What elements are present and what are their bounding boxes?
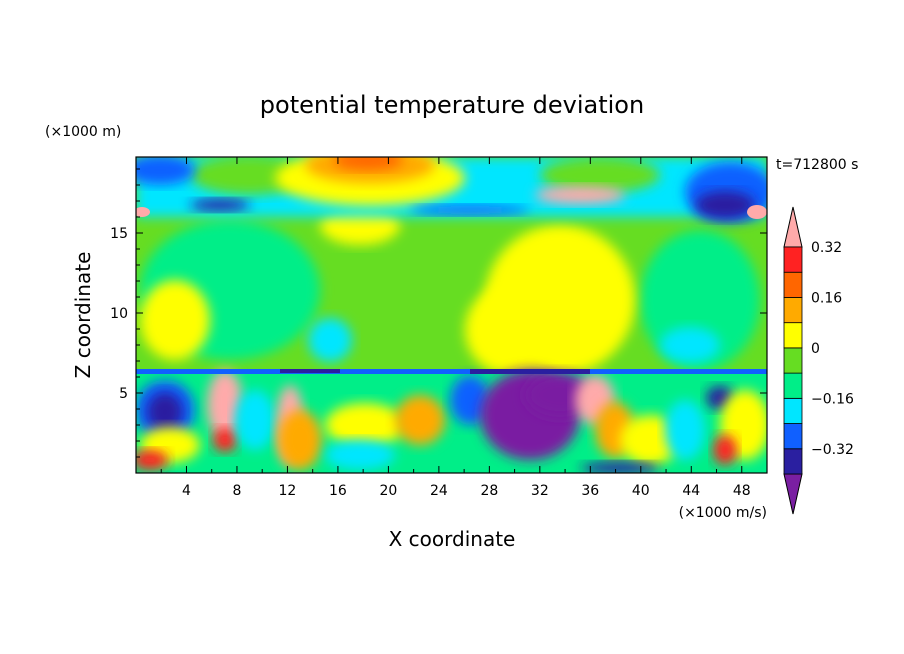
colorbar-segment <box>783 322 803 349</box>
inversion-line <box>136 369 767 374</box>
lower-cyan-far-right <box>665 400 705 460</box>
colorbar-tick-label: −0.32 <box>811 442 854 458</box>
colorbar-segment <box>783 372 803 399</box>
y-tick-label: 10 <box>110 306 128 322</box>
cyan-patch-a <box>308 318 352 362</box>
red-plume-left <box>213 428 237 452</box>
colorbar-segment <box>783 397 803 424</box>
x-tick-label: 32 <box>531 483 549 499</box>
x-unit-label: (×1000 m/s) <box>679 505 767 521</box>
x-axis-label: X coordinate <box>389 527 516 551</box>
time-label: t=712800 s <box>776 157 858 173</box>
lower-cyan-mid <box>325 440 395 470</box>
x-tick-label: 20 <box>379 483 397 499</box>
colorbar-segment <box>783 271 803 298</box>
x-tick-label: 12 <box>279 483 297 499</box>
x-tick-label: 36 <box>581 483 599 499</box>
colorbar-segment <box>783 448 803 475</box>
lower-navy-bottom <box>580 462 660 473</box>
mid-yellow-region-2 <box>465 285 555 375</box>
inversion-line-navy-2 <box>470 369 590 374</box>
x-tick-label: 4 <box>182 483 191 499</box>
x-axis-ticks: 4 8 12 16 20 24 28 32 36 40 44 48 <box>160 157 751 499</box>
colorbar-tick-label: 0 <box>811 341 820 357</box>
colorbar-min-arrow <box>783 473 803 515</box>
pink-left-edge <box>136 207 150 217</box>
upper-layer-fields <box>136 157 767 375</box>
x-tick-label: 16 <box>329 483 347 499</box>
colorbar-tick-label: 0.32 <box>811 240 842 256</box>
colorbar-segment <box>783 246 803 273</box>
top-band-blue-streak <box>410 205 530 215</box>
x-tick-label: 28 <box>480 483 498 499</box>
x-tick-label: 48 <box>733 483 751 499</box>
colorbar-segment <box>783 297 803 324</box>
lower-yellow-mid <box>325 403 405 447</box>
lower-blue-mid <box>450 375 490 425</box>
lower-left-navy <box>147 392 183 432</box>
y-unit-label: (×1000 m) <box>45 124 121 140</box>
colorbar-segment <box>783 423 803 450</box>
lower-layer-fields <box>136 369 767 473</box>
x-tick-label: 40 <box>632 483 650 499</box>
x-tick-label: 44 <box>682 483 700 499</box>
top-left-navy <box>190 199 250 211</box>
chart-title: potential temperature deviation <box>260 91 644 119</box>
colorbar-max-arrow <box>783 206 803 248</box>
plot-frame <box>135 156 768 474</box>
lower-cyan-a <box>235 390 275 450</box>
pink-cloud-top <box>535 186 625 204</box>
cyan-patch-b <box>660 327 720 363</box>
top-green-right <box>540 157 660 193</box>
y-tick-label: 15 <box>110 226 128 242</box>
y-axis-label: Z coordinate <box>71 252 95 379</box>
x-tick-label: 24 <box>430 483 448 499</box>
lower-left-red <box>136 450 168 470</box>
left-yellow-patch <box>140 280 210 360</box>
top-red-dome <box>333 157 403 170</box>
pink-plume-left <box>207 370 243 440</box>
lower-orange-mid <box>395 395 445 445</box>
colorbar-tick-label: 0.16 <box>811 290 842 306</box>
inversion-line-navy <box>280 369 340 373</box>
orange-plume-mid <box>278 410 322 470</box>
y-axis-ticks: 5 10 15 <box>110 168 767 458</box>
lower-yellow-right <box>620 415 680 465</box>
top-left-blue <box>136 157 195 185</box>
colorbar-tick-label: −0.16 <box>811 391 854 407</box>
y-tick-label: 5 <box>119 386 128 402</box>
pink-right-edge <box>747 205 767 219</box>
lower-red-far-right <box>713 435 737 465</box>
colorbar-segment <box>783 347 803 374</box>
x-tick-label: 8 <box>232 483 241 499</box>
top-right-navy <box>695 191 755 219</box>
plot-area <box>136 157 767 473</box>
colorbar: 0.32 0.16 0 −0.16 −0.32 <box>783 206 854 515</box>
